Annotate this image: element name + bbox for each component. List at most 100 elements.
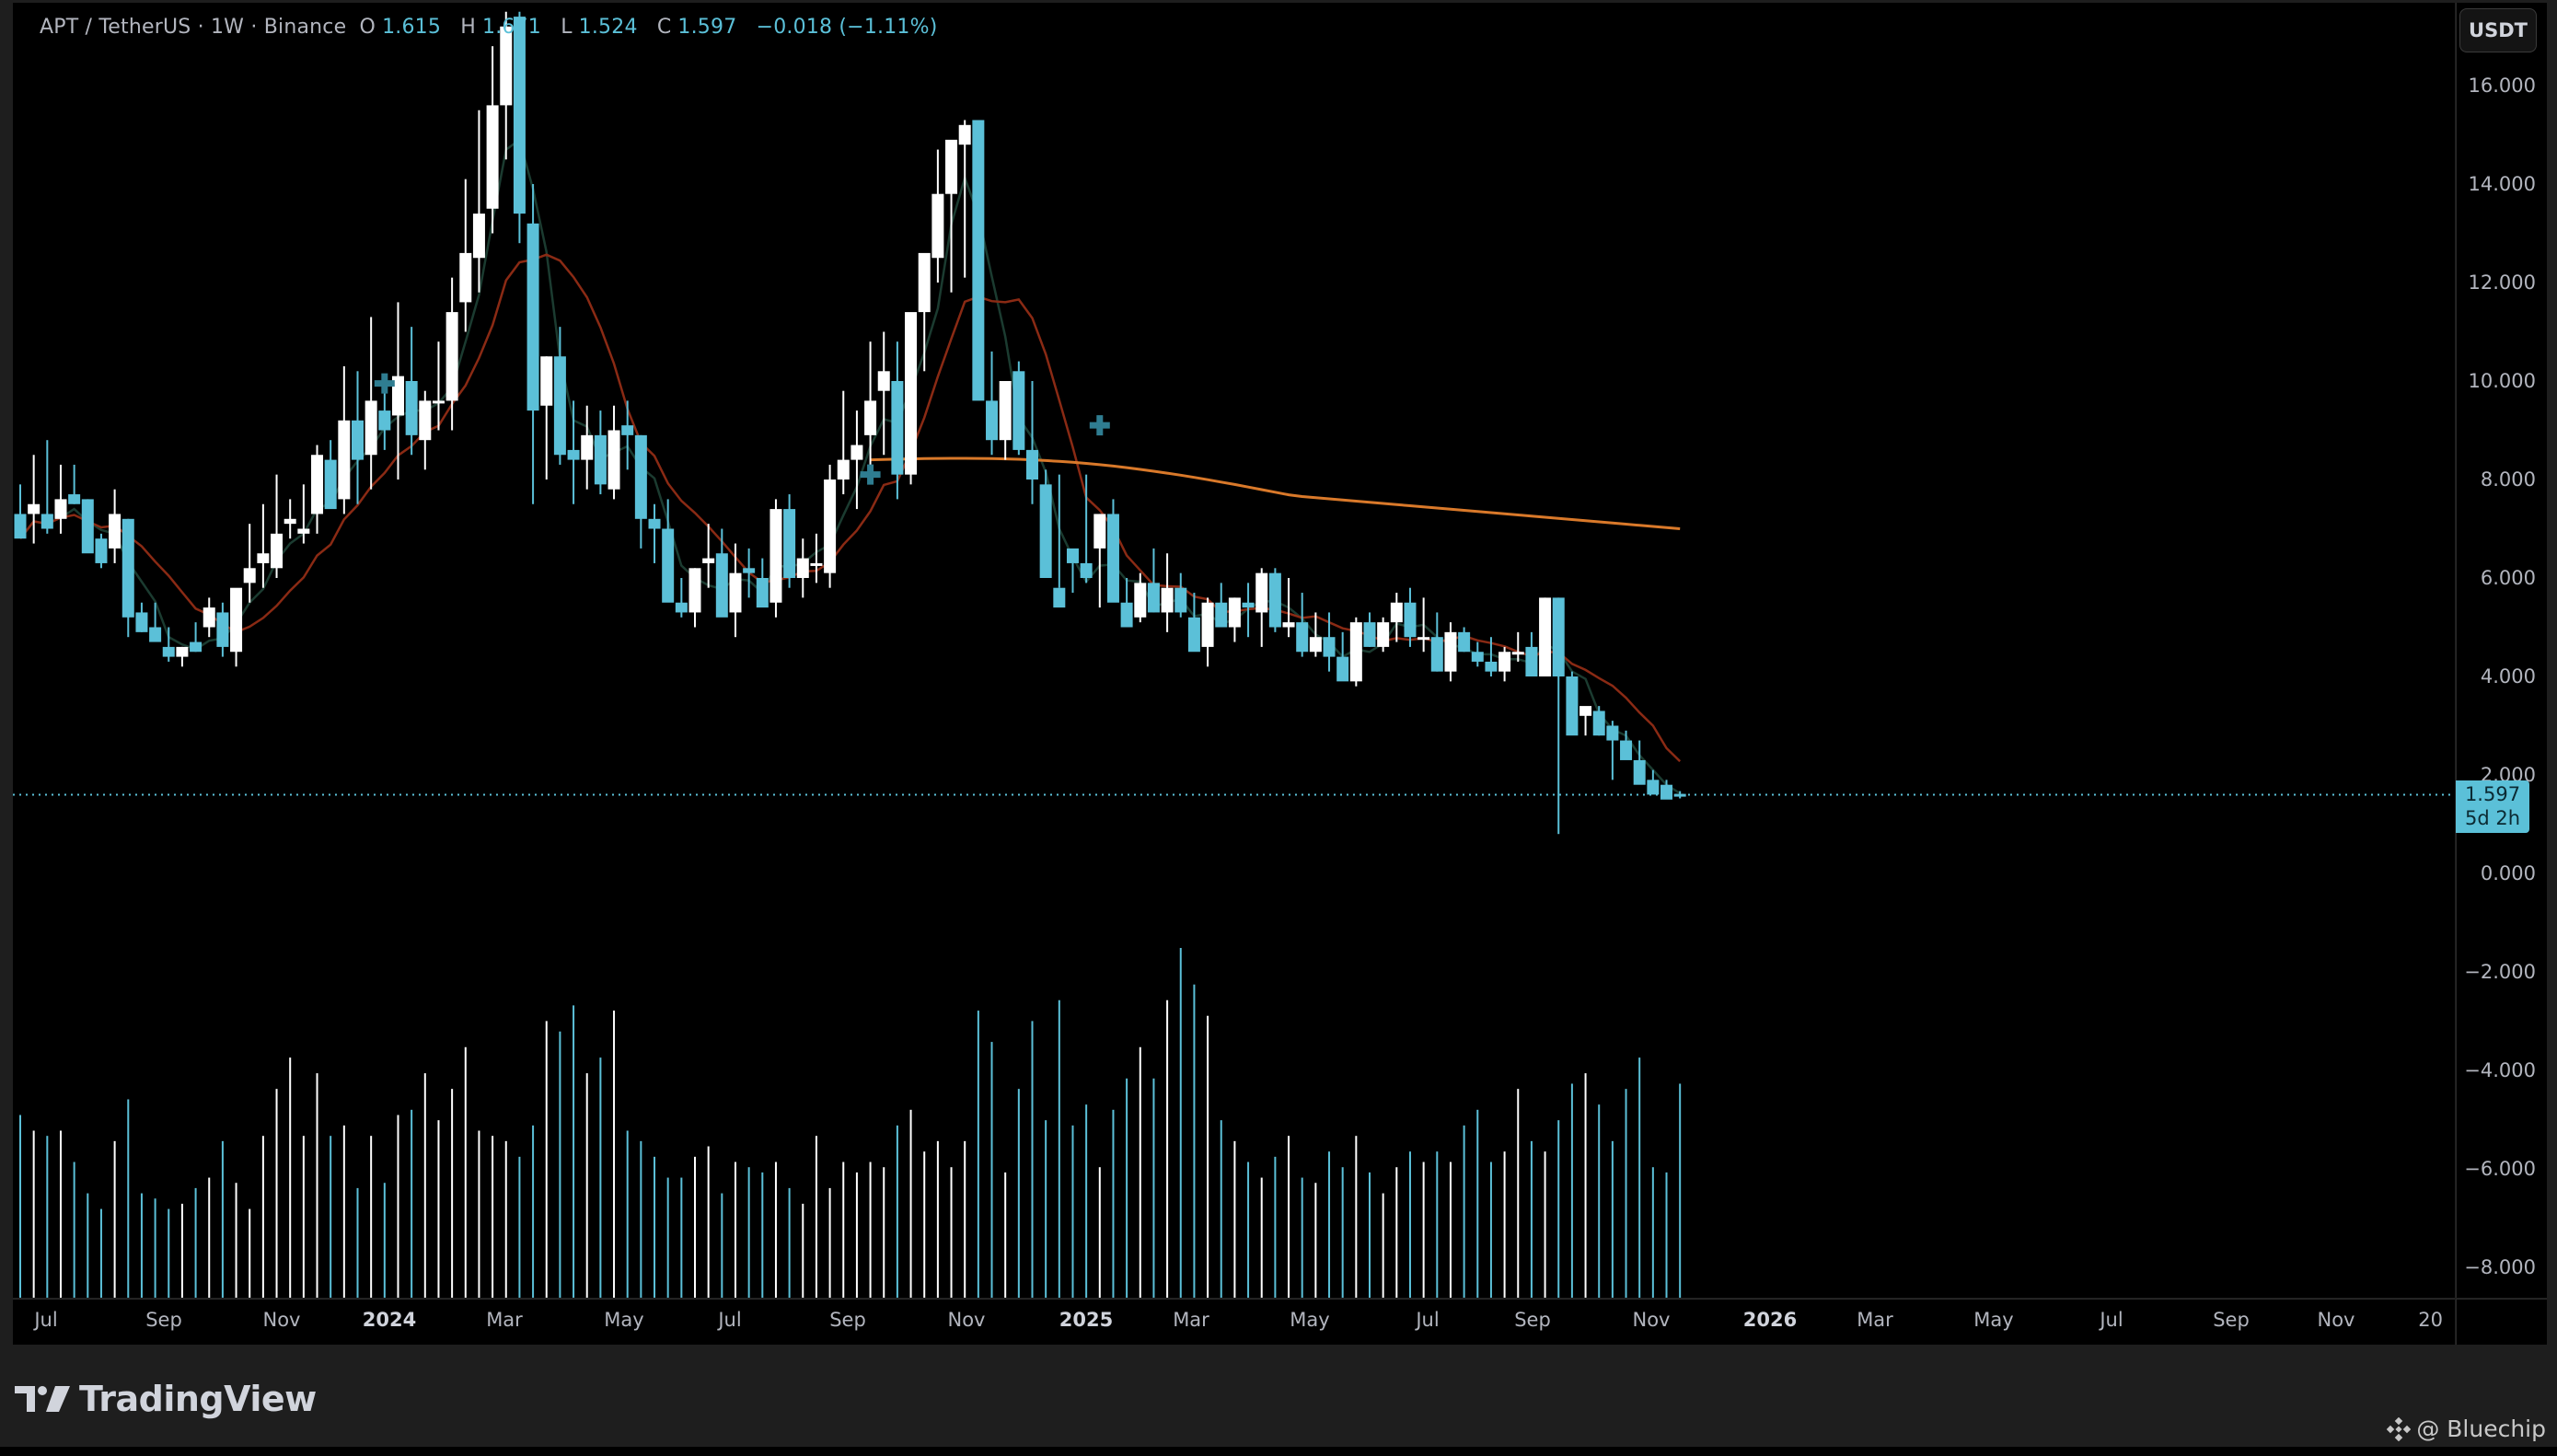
candlestick-chart[interactable]: [13, 3, 2455, 1298]
candle-body: [1511, 652, 1524, 655]
candle-body: [526, 223, 539, 411]
candle-body: [729, 572, 742, 613]
volume-bar: [1341, 1167, 1344, 1298]
candle-body: [1228, 597, 1241, 628]
time-tick-label: 2026: [1742, 1309, 1798, 1331]
volume-bar: [1071, 1125, 1074, 1298]
volume-bar: [249, 1208, 251, 1298]
time-tick-label: Sep: [829, 1309, 866, 1331]
close-value: 1.597: [677, 16, 737, 39]
volume-bar: [168, 1208, 170, 1298]
time-tick-label: Jul: [718, 1309, 742, 1331]
candle-body: [1633, 759, 1646, 785]
time-tick-label: Nov: [1632, 1309, 1671, 1331]
candle-body: [945, 139, 958, 194]
candle-body: [1134, 583, 1147, 618]
candle-body: [1673, 793, 1686, 797]
candle-body: [486, 105, 499, 209]
volume-bar: [73, 1161, 75, 1298]
candle-body: [688, 568, 701, 613]
volume-bar: [289, 1057, 292, 1298]
time-tick-label: 20: [2418, 1309, 2443, 1331]
volume-bar: [990, 1042, 993, 1298]
candle-body: [1039, 484, 1052, 578]
candle-wick: [32, 455, 35, 544]
candle-body: [1606, 725, 1619, 741]
bar-countdown: 5d 2h: [2464, 807, 2521, 829]
candle-body: [905, 312, 918, 475]
volume-bar: [896, 1125, 898, 1298]
volume-bar: [1369, 1172, 1371, 1298]
candle-body: [1066, 548, 1079, 563]
time-axis[interactable]: Jul Sep Nov 2024 Mar May Jul Sep Nov 2025 Mar May Ju…: [13, 1299, 2455, 1345]
candle-wick: [1341, 631, 1344, 672]
binance-diamond-icon: [2387, 1416, 2412, 1441]
candle-wick: [1031, 381, 1034, 504]
candle-body: [1026, 449, 1038, 480]
candle-wick: [842, 390, 845, 495]
candle-wick: [680, 578, 683, 618]
candle-wick: [154, 602, 156, 638]
candle-body: [783, 509, 796, 578]
volume-bar: [1220, 1120, 1222, 1298]
candle-body: [796, 558, 809, 578]
candle-body: [891, 381, 904, 475]
cross-marker-icon: [1089, 415, 1110, 436]
tradingview-logo[interactable]: TradingView: [15, 1379, 317, 1419]
candle-body: [135, 612, 148, 632]
candle-wick: [923, 277, 926, 372]
volume-bar: [504, 1140, 507, 1298]
volume-bar: [1463, 1125, 1465, 1298]
candle-body: [1566, 676, 1579, 736]
volume-bar: [411, 1109, 413, 1298]
price-axis[interactable]: 16.000 14.000 12.000 10.000 8.000 6.000 4.000 2…: [2456, 3, 2547, 1298]
volume-bar: [1408, 1151, 1411, 1298]
candle-body: [567, 449, 580, 460]
volume-bar: [761, 1172, 764, 1298]
candle-body: [972, 120, 985, 401]
candle-wick: [261, 503, 264, 588]
candle-body: [216, 612, 229, 647]
currency-button[interactable]: USDT: [2459, 8, 2537, 52]
candle-wick: [1611, 721, 1614, 780]
candle-wick: [46, 440, 49, 534]
candle-body: [283, 518, 296, 525]
volume-bar: [626, 1130, 629, 1298]
volume-bar: [180, 1203, 183, 1298]
high-value: 1.671: [482, 16, 541, 39]
candle-body: [1012, 371, 1025, 450]
volume-bar: [1031, 1021, 1034, 1298]
candle-wick: [1517, 631, 1520, 662]
candle-body: [824, 480, 837, 573]
volume-bar: [1112, 1109, 1115, 1298]
candle-body: [271, 533, 283, 569]
candle-body: [1093, 514, 1106, 549]
candle-body: [1552, 597, 1565, 676]
candle-body: [513, 17, 526, 214]
candle-body: [1579, 706, 1592, 716]
candle-body: [769, 509, 782, 603]
candle-body: [378, 410, 391, 431]
volume-bar: [815, 1136, 817, 1298]
volume-bar: [1328, 1151, 1331, 1298]
candle-body: [1377, 622, 1390, 647]
chart-pane[interactable]: APT / TetherUS · 1W · Binance O 1.615 H 1.…: [13, 3, 2455, 1298]
volume-bar: [855, 1172, 858, 1298]
volume-bar: [1382, 1193, 1384, 1298]
candle-body: [1390, 602, 1403, 623]
time-tick-label: Nov: [947, 1309, 986, 1331]
volume-bar: [1665, 1172, 1668, 1298]
candle-body: [391, 376, 404, 416]
time-tick-label: 2024: [362, 1309, 417, 1331]
candle-body: [324, 459, 337, 510]
price-tick-label: 6.000: [2480, 567, 2536, 589]
volume-bar: [573, 1005, 575, 1298]
volume-bar: [32, 1130, 35, 1298]
last-price-value: 1.597: [2464, 783, 2521, 805]
symbol-title[interactable]: APT / TetherUS · 1W · Binance: [40, 16, 347, 39]
candle-wick: [19, 484, 21, 534]
candle-wick: [1651, 769, 1654, 785]
candle-body: [1363, 622, 1376, 647]
volume-bar: [923, 1151, 926, 1298]
volume-bar: [1557, 1120, 1560, 1298]
